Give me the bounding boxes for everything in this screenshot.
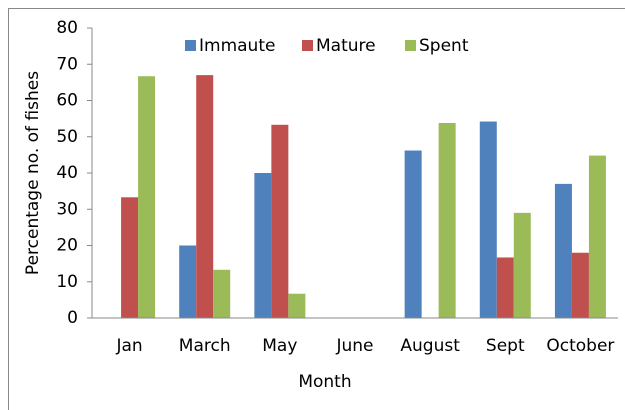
x-tick-label: Jan — [115, 336, 142, 356]
x-tick-label: June — [335, 336, 373, 356]
y-tick-label: 50 — [56, 127, 78, 147]
legend-swatch — [405, 40, 416, 51]
bar — [121, 197, 139, 318]
x-axis-label: Month — [298, 372, 351, 392]
legend-label: Mature — [316, 36, 376, 56]
bar — [271, 124, 289, 318]
x-tick-label: March — [179, 336, 231, 356]
bar — [496, 257, 514, 318]
legend-label: Immaute — [199, 36, 275, 56]
bar — [479, 121, 497, 319]
x-tick-label: October — [546, 336, 614, 356]
bar — [588, 155, 606, 318]
bar — [513, 212, 531, 318]
bar — [438, 122, 456, 318]
y-tick-label: 70 — [56, 54, 78, 74]
legend-swatch — [185, 40, 196, 51]
bar — [571, 252, 589, 318]
y-axis-label: Percentage no. of fishes — [23, 71, 43, 275]
chart-border — [8, 8, 625, 410]
y-tick-label: 40 — [56, 163, 78, 183]
x-tick-label: May — [262, 336, 297, 356]
y-tick-label: 30 — [56, 199, 78, 219]
y-tick-label: 10 — [56, 272, 78, 292]
bar — [554, 183, 572, 318]
bar — [196, 75, 214, 318]
bar — [213, 269, 231, 318]
y-tick-label: 0 — [67, 308, 78, 328]
legend-swatch — [302, 40, 313, 51]
x-tick-label: Sept — [486, 336, 525, 356]
x-tick-label: August — [400, 336, 460, 356]
bar — [179, 245, 197, 318]
y-tick-label: 80 — [56, 18, 78, 38]
bar — [254, 173, 272, 318]
bar — [404, 150, 422, 318]
y-tick-label: 20 — [56, 236, 78, 256]
legend-label: Spent — [419, 36, 469, 56]
y-tick-label: 60 — [56, 91, 78, 111]
bar — [138, 76, 156, 319]
bar — [288, 293, 306, 318]
